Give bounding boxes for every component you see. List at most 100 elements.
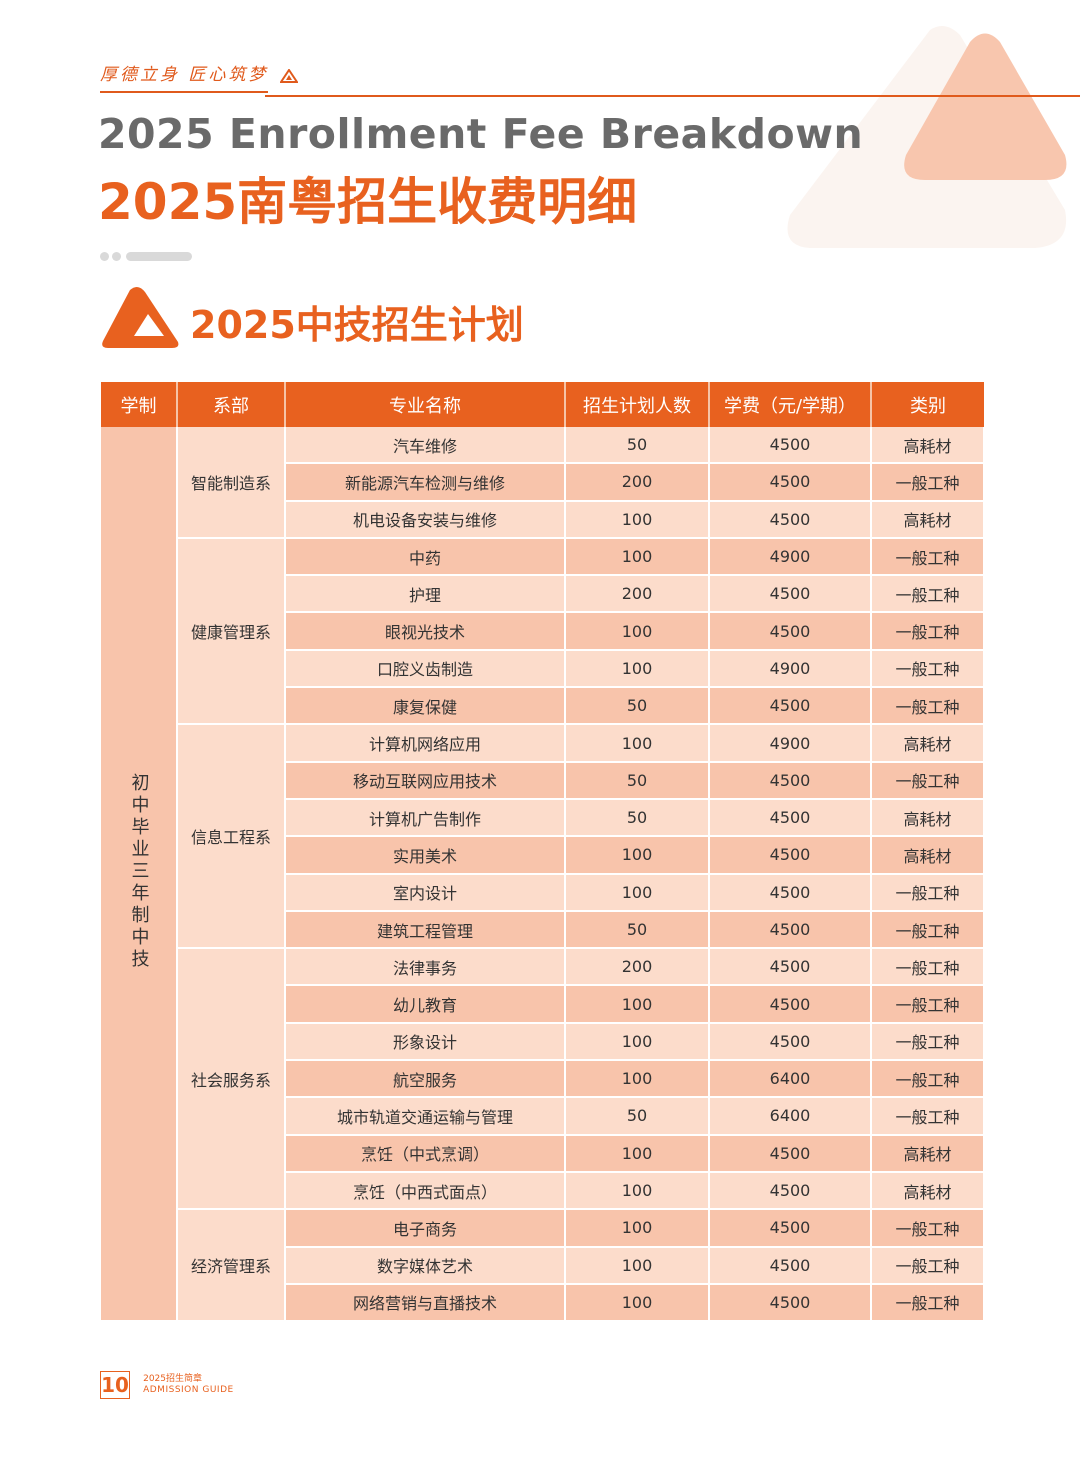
table-row: 幼儿教育 100 4500 一般工种	[101, 985, 985, 1024]
category-cell: 一般工种	[871, 948, 985, 987]
major-cell: 中药	[285, 537, 566, 577]
tuition-cell: 6400	[709, 1060, 872, 1099]
category-cell: 一般工种	[871, 687, 985, 726]
header-divider	[265, 95, 1080, 97]
tuition-cell: 4500	[709, 836, 872, 875]
major-cell: 电子商务	[285, 1209, 566, 1248]
tuition-cell: 4500	[709, 1022, 872, 1062]
major-cell: 烹饪（中式烹调）	[285, 1134, 566, 1173]
enrollment-count-cell: 50	[565, 1097, 710, 1136]
decorative-dots	[100, 246, 192, 265]
tuition-cell: 4500	[709, 985, 872, 1024]
enrollment-count-cell: 50	[565, 798, 710, 838]
enrollment-count-cell: 100	[565, 1171, 710, 1211]
table-row: 健康管理系 中药 100 4900 一般工种	[101, 537, 985, 726]
tuition-cell: 4500	[709, 1246, 872, 1285]
department-cell: 经济管理系	[177, 1209, 286, 1323]
category-cell: 一般工种	[871, 873, 985, 912]
page-title-english: 2025 Enrollment Fee Breakdown	[98, 110, 864, 158]
department-cell: 信息工程系	[177, 724, 286, 950]
table-header-row: 学制 系部 专业名称 招生计划人数 学费（元/学期） 类别	[101, 382, 984, 427]
category-cell: 一般工种	[871, 761, 985, 800]
category-cell: 一般工种	[871, 649, 985, 689]
enrollment-count-cell: 200	[565, 575, 710, 614]
enrollment-count-cell: 50	[565, 427, 710, 465]
page-number: 10	[100, 1371, 130, 1399]
page-footer: 10 2025招生简章 ADMISSION GUIDE	[100, 1371, 234, 1399]
category-cell: 一般工种	[871, 1060, 985, 1099]
major-cell: 新能源汽车检测与维修	[285, 463, 566, 502]
category-cell: 高耗材	[871, 500, 985, 539]
enrollment-count-cell: 100	[565, 873, 710, 912]
xuezhi-cell: 初中毕业三年制中技	[101, 427, 178, 1323]
enrollment-count-cell: 100	[565, 836, 710, 875]
major-cell: 口腔义齿制造	[285, 649, 566, 689]
major-cell: 康复保健	[285, 687, 566, 726]
tuition-cell: 4500	[709, 873, 872, 912]
enrollment-count-cell: 100	[565, 612, 710, 651]
logo-triangle-icon	[279, 68, 298, 83]
xuezhi-label: 初中毕业三年制中技	[128, 772, 150, 971]
major-cell: 法律事务	[285, 948, 566, 987]
category-cell: 一般工种	[871, 1209, 985, 1248]
table-row: 城市轨道交通运输与管理 50 6400 一般工种	[101, 1097, 985, 1136]
table-row: 网络营销与直播技术 100 4500 一般工种	[101, 1283, 985, 1323]
enrollment-count-cell: 100	[565, 1022, 710, 1062]
category-cell: 一般工种	[871, 575, 985, 614]
major-cell: 数字媒体艺术	[285, 1246, 566, 1285]
tuition-cell: 4500	[709, 427, 872, 465]
major-cell: 网络营销与直播技术	[285, 1283, 566, 1323]
table-row: 经济管理系 电子商务 100 4500 一般工种	[101, 1209, 985, 1323]
footer-line-2: ADMISSION GUIDE	[143, 1385, 234, 1395]
major-cell: 机电设备安装与维修	[285, 500, 566, 539]
tuition-cell: 4500	[709, 761, 872, 800]
table-row: 烹饪（中西式面点） 100 4500 高耗材	[101, 1171, 985, 1211]
table-row: 机电设备安装与维修 100 4500 高耗材	[101, 500, 985, 539]
table-row: 实用美术 100 4500 高耗材	[101, 836, 985, 875]
motto-text: 厚德立身 匠心筑梦	[100, 60, 269, 93]
column-header-tuition: 学费（元/学期）	[709, 382, 872, 427]
tuition-cell: 4500	[709, 575, 872, 614]
enrollment-count-cell: 200	[565, 463, 710, 502]
category-cell: 一般工种	[871, 910, 985, 950]
table-row: 护理 200 4500 一般工种	[101, 575, 985, 614]
enrollment-count-cell: 100	[565, 1209, 710, 1248]
major-cell: 眼视光技术	[285, 612, 566, 651]
category-cell: 一般工种	[871, 463, 985, 502]
major-cell: 烹饪（中西式面点）	[285, 1171, 566, 1211]
tuition-cell: 4500	[709, 500, 872, 539]
major-cell: 护理	[285, 575, 566, 614]
table-row: 新能源汽车检测与维修 200 4500 一般工种	[101, 463, 985, 502]
section-triangle-icon	[102, 286, 179, 348]
department-cell: 社会服务系	[177, 948, 286, 1211]
category-cell: 一般工种	[871, 537, 985, 577]
tuition-cell: 4500	[709, 1171, 872, 1211]
major-cell: 城市轨道交通运输与管理	[285, 1097, 566, 1136]
column-header-xuezhi: 学制	[101, 382, 178, 427]
major-cell: 移动互联网应用技术	[285, 761, 566, 800]
decorative-triangle-icon	[904, 33, 1067, 180]
table-row: 数字媒体艺术 100 4500 一般工种	[101, 1246, 985, 1285]
enrollment-count-cell: 100	[565, 724, 710, 763]
enrollment-count-cell: 100	[565, 985, 710, 1024]
category-cell: 高耗材	[871, 1134, 985, 1173]
tuition-cell: 4500	[709, 948, 872, 987]
page-title-chinese: 2025南粤招生收费明细	[98, 173, 638, 231]
table-row: 室内设计 100 4500 一般工种	[101, 873, 985, 912]
major-cell: 计算机网络应用	[285, 724, 566, 763]
category-cell: 一般工种	[871, 1097, 985, 1136]
major-cell: 航空服务	[285, 1060, 566, 1099]
major-cell: 室内设计	[285, 873, 566, 912]
tuition-cell: 4500	[709, 910, 872, 950]
column-header-department: 系部	[177, 382, 286, 427]
enrollment-count-cell: 50	[565, 910, 710, 950]
tuition-cell: 6400	[709, 1097, 872, 1136]
table-row: 航空服务 100 6400 一般工种	[101, 1060, 985, 1099]
column-header-category: 类别	[871, 382, 984, 427]
category-cell: 一般工种	[871, 1022, 985, 1062]
tuition-cell: 4900	[709, 724, 872, 763]
category-cell: 高耗材	[871, 427, 985, 465]
tuition-cell: 4500	[709, 1134, 872, 1173]
column-header-enrollment-count: 招生计划人数	[565, 382, 710, 427]
major-cell: 汽车维修	[285, 427, 566, 465]
